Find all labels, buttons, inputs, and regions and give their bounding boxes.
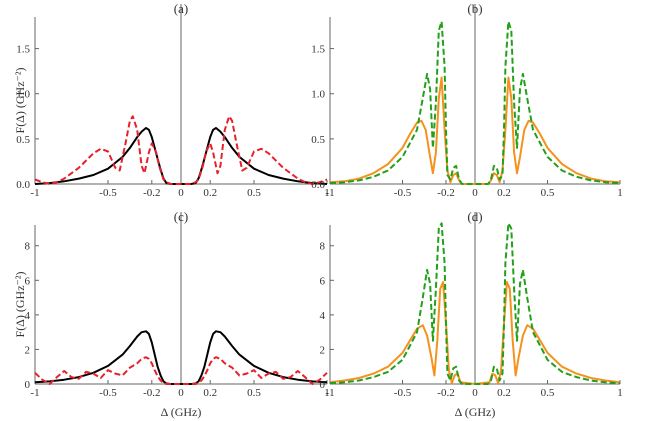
x-tick-label-b: 0 [472, 187, 478, 199]
x-axis-title-d: Δ (GHz) [455, 405, 496, 419]
series-line-c-2 [34, 356, 328, 385]
x-tick-label-c: 0.5 [247, 387, 261, 399]
x-tick-label-b: -1 [325, 187, 334, 199]
x-tick-label-c: 0.2 [203, 387, 217, 399]
x-tick-label-d: 0.2 [497, 387, 511, 399]
x-tick-label-a: 0.2 [203, 187, 217, 199]
y-tick-label-d: 4 [320, 310, 326, 322]
y-tick-label-d: 6 [320, 275, 326, 287]
panel-label-c: (c) [174, 209, 188, 224]
y-tick-label-c: 6 [25, 275, 31, 287]
x-tick-label-d: -0.5 [394, 387, 412, 399]
x-tick-label-a: -0.2 [143, 187, 160, 199]
y-tick-label-b: 1.5 [311, 44, 325, 56]
x-tick-label-a: 0.5 [247, 187, 261, 199]
x-tick-label-c: -0.5 [99, 387, 117, 399]
y-tick-label-d: 8 [320, 241, 326, 253]
x-tick-label-c: 1 [324, 387, 330, 399]
x-tick-label-b: -0.5 [394, 187, 412, 199]
y-tick-label-d: 2 [320, 344, 326, 356]
y-tick-label-b: 0.5 [311, 134, 325, 146]
series-line-d-2 [329, 222, 621, 385]
x-tick-label-b: 0.5 [541, 187, 555, 199]
y-tick-label-d: 0 [320, 379, 326, 391]
x-tick-label-a: -1 [30, 187, 39, 199]
panel-label-d: (d) [467, 209, 482, 224]
y-axis-title-a: F(Δ) (GHz⁻²) [13, 68, 27, 134]
x-tick-label-b: 1 [617, 187, 623, 199]
x-tick-label-c: 0 [178, 387, 184, 399]
x-tick-label-c: -0.2 [143, 387, 160, 399]
panel-label-b: (b) [467, 1, 482, 16]
x-tick-label-d: -0.2 [437, 387, 454, 399]
y-tick-label-c: 2 [25, 344, 31, 356]
y-tick-label-c: 4 [25, 310, 31, 322]
x-tick-label-b: -0.2 [437, 187, 454, 199]
x-tick-label-a: -0.5 [99, 187, 117, 199]
x-tick-label-d: 1 [617, 387, 623, 399]
y-axis-title-c: F(Δ) (GHz⁻²) [13, 272, 27, 338]
series-line-b-2 [329, 20, 621, 185]
x-tick-label-a: 1 [324, 187, 330, 199]
y-tick-label-a: 0.5 [16, 134, 30, 146]
x-tick-label-d: 0 [472, 387, 478, 399]
x-axis-title-c: Δ (GHz) [161, 405, 202, 419]
series-line-a-2 [34, 115, 328, 185]
x-tick-label-c: -1 [30, 387, 39, 399]
y-tick-label-a: 1.0 [16, 89, 30, 101]
y-tick-label-c: 0 [25, 379, 31, 391]
y-tick-label-b: 1.0 [311, 89, 325, 101]
y-tick-label-a: 1.5 [16, 44, 30, 56]
series-line-c-1 [34, 330, 328, 385]
y-tick-label-b: 0.0 [311, 179, 325, 191]
x-tick-label-d: -1 [325, 387, 334, 399]
x-tick-label-b: 0.2 [497, 187, 511, 199]
y-tick-label-a: 0.0 [16, 179, 30, 191]
panel-label-a: (a) [174, 1, 188, 16]
y-tick-label-c: 8 [25, 241, 31, 253]
x-tick-label-d: 0.5 [541, 387, 555, 399]
x-tick-label-a: 0 [178, 187, 184, 199]
